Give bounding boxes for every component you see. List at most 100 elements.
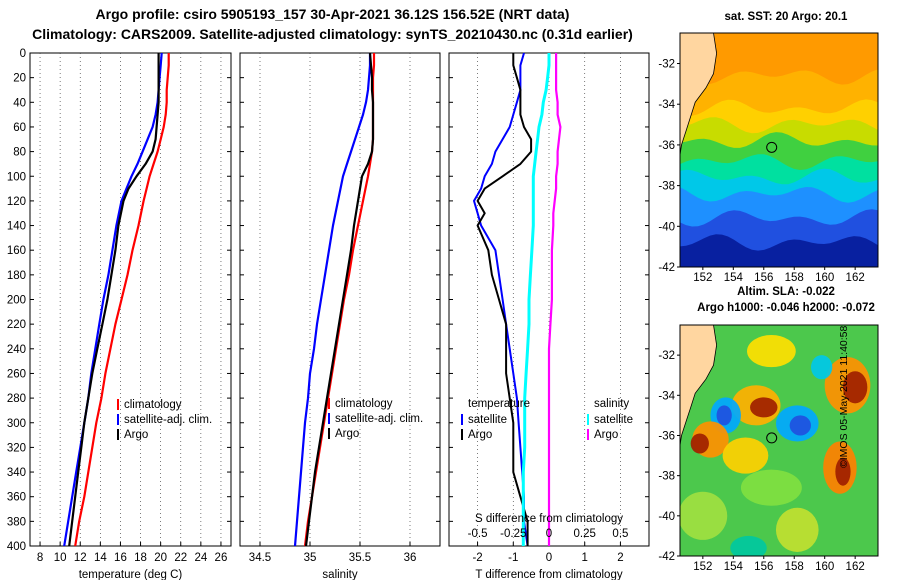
imos-credit: ©IMOS 05-May-2021 11:40:58 (838, 325, 850, 468)
depth-tick-label: 140 (7, 221, 26, 233)
temperature-legend-entry: climatology (124, 399, 182, 411)
sla-map-lon-label: 158 (785, 561, 804, 573)
sla-map-lat-label: -36 (658, 430, 675, 442)
sla-map-lat-label: -32 (658, 350, 675, 362)
sla-anomaly-blob (775, 507, 819, 552)
depth-tick-label: 100 (7, 171, 26, 183)
sla-map-lat-label: -42 (658, 551, 675, 563)
sla-anomaly-blob (747, 335, 796, 368)
sla-map-title: Altim. SLA: -0.022 (737, 286, 835, 298)
temperature-legend-entry: satellite-adj. clim. (124, 414, 212, 426)
sst-map-lat-label: -42 (658, 262, 675, 274)
depth-tick-label: 280 (7, 393, 26, 405)
temperature-x-tick-label: 22 (174, 552, 187, 564)
temperature-x-tick-label: 16 (114, 552, 127, 564)
temperature-x-axis-label: temperature (deg C) (79, 569, 183, 580)
depth-tick-label: 180 (7, 270, 26, 282)
sla-anomaly-blob (750, 397, 778, 418)
depth-tick-label: 220 (7, 319, 26, 331)
sla-map-profile-marker (766, 432, 778, 444)
depth-tick-label: 40 (13, 97, 26, 109)
salinity-x-tick-label: 35.5 (349, 552, 371, 564)
sla-map-subtitle: Argo h1000: -0.046 h2000: -0.072 (697, 302, 875, 314)
difference-x-tick-label: -2 (472, 552, 482, 564)
sdiff-tick-label: 0 (546, 528, 552, 540)
temperature-x-tick-label: 24 (194, 552, 207, 564)
salinity-plot-frame (239, 52, 441, 547)
salinity-x-tick-label: 34.5 (249, 552, 271, 564)
sst-map-frame (679, 32, 879, 268)
sla-map-land (680, 325, 718, 446)
sdiff-tick-label: 0.5 (612, 528, 628, 540)
depth-tick-label: 240 (7, 344, 26, 356)
sla-map-lon-label: 154 (724, 561, 744, 573)
salinity-line-2 (304, 52, 375, 547)
sdiff-legend-entry: Argo (594, 429, 618, 441)
depth-tick-label: 320 (7, 442, 26, 454)
sst-map-lon-label: 154 (724, 272, 744, 284)
difference-x-tick-label: 0 (546, 552, 552, 564)
sla-map-lon-label: 162 (846, 561, 865, 573)
sla-anomaly-blob (730, 535, 767, 556)
sdiff-tick-label: -0.25 (500, 528, 526, 540)
sla-map-lon-label: 156 (754, 561, 773, 573)
sla-anomaly-blob (722, 437, 769, 474)
salinity-legend-entry: Argo (335, 428, 359, 440)
sst-band (680, 69, 878, 124)
sdiff-legend-heading: salinity (594, 398, 629, 410)
sst-map-lon-label: 160 (815, 272, 834, 284)
sst-map-title: sat. SST: 20 Argo: 20.1 (724, 11, 848, 23)
sdiff-legend-entry: satellite (594, 414, 633, 426)
depth-tick-label: 380 (7, 516, 26, 528)
sst-map-lon-label: 158 (785, 272, 804, 284)
depth-tick-label: 340 (7, 467, 26, 479)
title-line-2: Climatology: CARS2009. Satellite-adjuste… (32, 26, 633, 42)
depth-tick-label: 200 (7, 295, 26, 307)
sst-map-lon-label: 156 (754, 272, 773, 284)
sla-anomaly-blob (716, 405, 732, 426)
depth-tick-label: 60 (13, 122, 26, 134)
depth-tick-label: 80 (13, 147, 26, 159)
sla-map-lon-label: 160 (815, 561, 834, 573)
sst-map-land (680, 33, 718, 156)
sla-anomaly-blob (810, 355, 833, 380)
sst-map-lat-label: -34 (658, 99, 675, 111)
sla-map-lon-label: 152 (693, 561, 712, 573)
depth-tick-label: 300 (7, 418, 26, 430)
sla-anomaly-blob (789, 415, 811, 436)
sla-map-lat-label: -34 (658, 390, 675, 402)
temperature-x-tick-label: 10 (54, 552, 67, 564)
salinity-x-tick-label: 35 (304, 552, 317, 564)
salinity-legend-entry: satellite-adj. clim. (335, 413, 423, 425)
sst-map-lat-label: -32 (658, 59, 675, 71)
sst-band (680, 187, 878, 235)
temperature-x-tick-label: 26 (215, 552, 228, 564)
temperature-x-tick-label: 20 (154, 552, 167, 564)
salinity-line-1 (293, 53, 372, 547)
tdiff-legend-heading: temperature (468, 398, 530, 410)
temperature-plot-frame (29, 52, 232, 547)
temperature-line-2 (68, 53, 160, 547)
temperature-x-tick-label: 14 (94, 552, 107, 564)
depth-tick-label: 260 (7, 368, 26, 380)
sdiff-tick-label: -0.5 (468, 528, 488, 540)
sdiff-argo-line (547, 53, 562, 546)
sdiff-tick-label: 0.25 (574, 528, 596, 540)
sst-band (680, 234, 878, 267)
temperature-line-0 (74, 53, 170, 547)
depth-tick-label: 120 (7, 196, 26, 208)
temperature-x-tick-label: 12 (74, 552, 87, 564)
sst-map-lat-label: -38 (658, 181, 675, 193)
sla-map-lat-label: -38 (658, 471, 675, 483)
sla-anomaly-blob (690, 433, 709, 454)
temperature-x-tick-label: 8 (37, 552, 43, 564)
depth-tick-label: 160 (7, 245, 26, 257)
sst-map-field (680, 33, 878, 267)
depth-tick-label: 0 (20, 48, 26, 60)
temperature-x-tick-label: 18 (134, 552, 147, 564)
tdiff-legend-entry: Argo (468, 429, 492, 441)
sla-anomaly-blob (740, 469, 802, 506)
depth-tick-label: 360 (7, 492, 26, 504)
difference-x-axis-label: T difference from climatology (475, 569, 622, 580)
sla-map-field (680, 325, 878, 556)
